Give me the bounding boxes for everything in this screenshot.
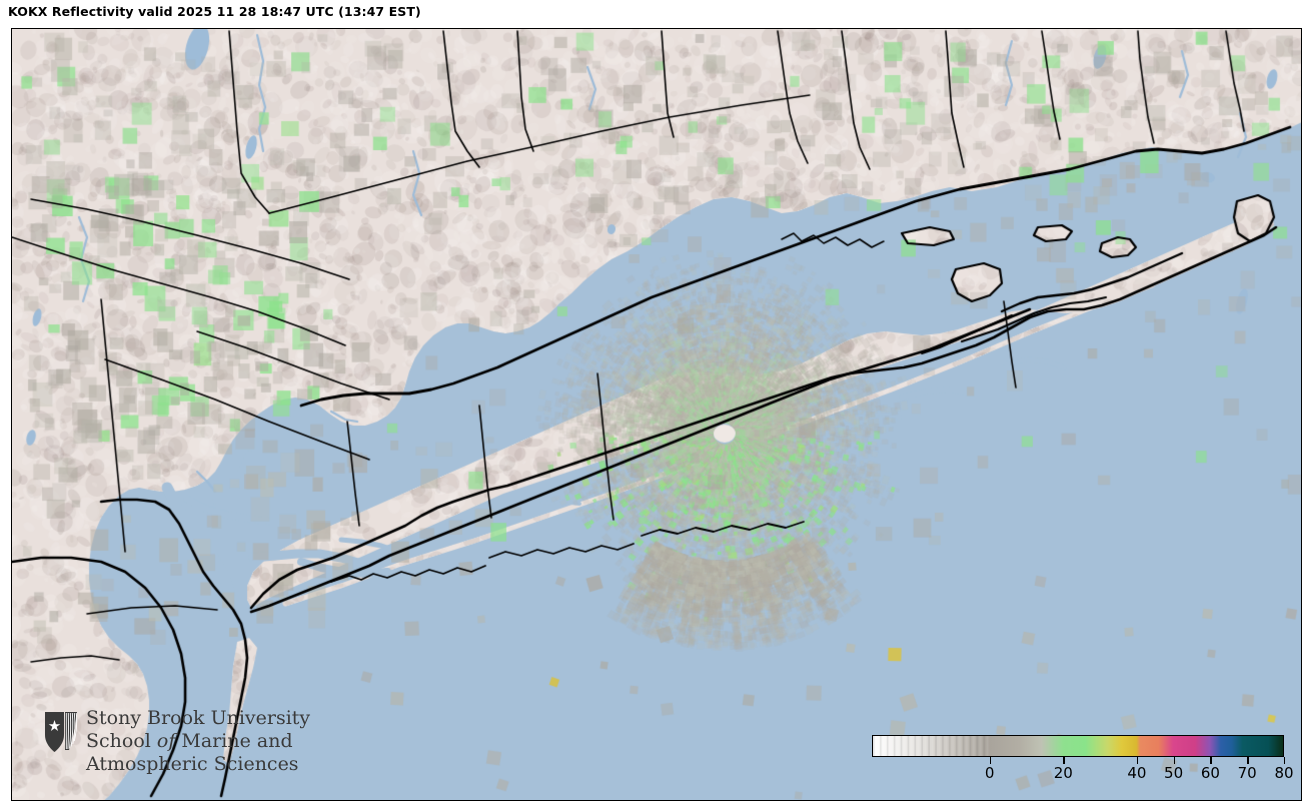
- logo-line2-italic: of: [156, 730, 176, 752]
- radar-map-frame[interactable]: [11, 28, 1302, 801]
- radar-map-canvas[interactable]: [12, 29, 1301, 800]
- colorbar-tick-labels: 0 20 40 50 60 70 80: [812, 764, 1316, 786]
- colorbar-tick-label: 70: [1237, 764, 1257, 782]
- logo-text: Stony Brook University School of Marine …: [86, 707, 348, 776]
- colorbar-tick: [1173, 757, 1175, 764]
- colorbar-tick-label: 60: [1200, 764, 1220, 782]
- colorbar-tick-label: 40: [1127, 764, 1147, 782]
- colorbar-gradient: [873, 736, 1283, 756]
- title-bar: KOKX Reflectivity valid 2025 11 28 18:47…: [0, 0, 1316, 28]
- stony-brook-logo: Stony Brook University School of Marine …: [44, 707, 344, 787]
- colorbar-tick: [1247, 757, 1249, 764]
- colorbar-tick: [1284, 757, 1286, 764]
- colorbar-tick: [1136, 757, 1139, 764]
- logo-line2-prefix: School: [86, 730, 157, 752]
- logo-line2-suffix: Marine and: [175, 730, 293, 752]
- page-title: KOKX Reflectivity valid 2025 11 28 18:47…: [8, 4, 421, 19]
- colorbar-tick: [1063, 757, 1065, 764]
- colorbar-tick: [1210, 757, 1212, 764]
- logo-line-3: Atmospheric Sciences: [86, 753, 299, 775]
- colorbar-tick: [989, 757, 992, 764]
- logo-line-1: Stony Brook University: [86, 707, 311, 729]
- colorbar-ticks: [872, 757, 1286, 765]
- reflectivity-colorbar: [872, 735, 1284, 757]
- shield-icon: [45, 712, 78, 752]
- colorbar-tick-label: 20: [1053, 764, 1073, 782]
- colorbar-tick-label: 0: [984, 764, 995, 782]
- colorbar-tick-label: 50: [1164, 764, 1184, 782]
- logo-line-2: School of Marine and: [86, 730, 348, 753]
- colorbar-tick-label: 80: [1274, 764, 1294, 782]
